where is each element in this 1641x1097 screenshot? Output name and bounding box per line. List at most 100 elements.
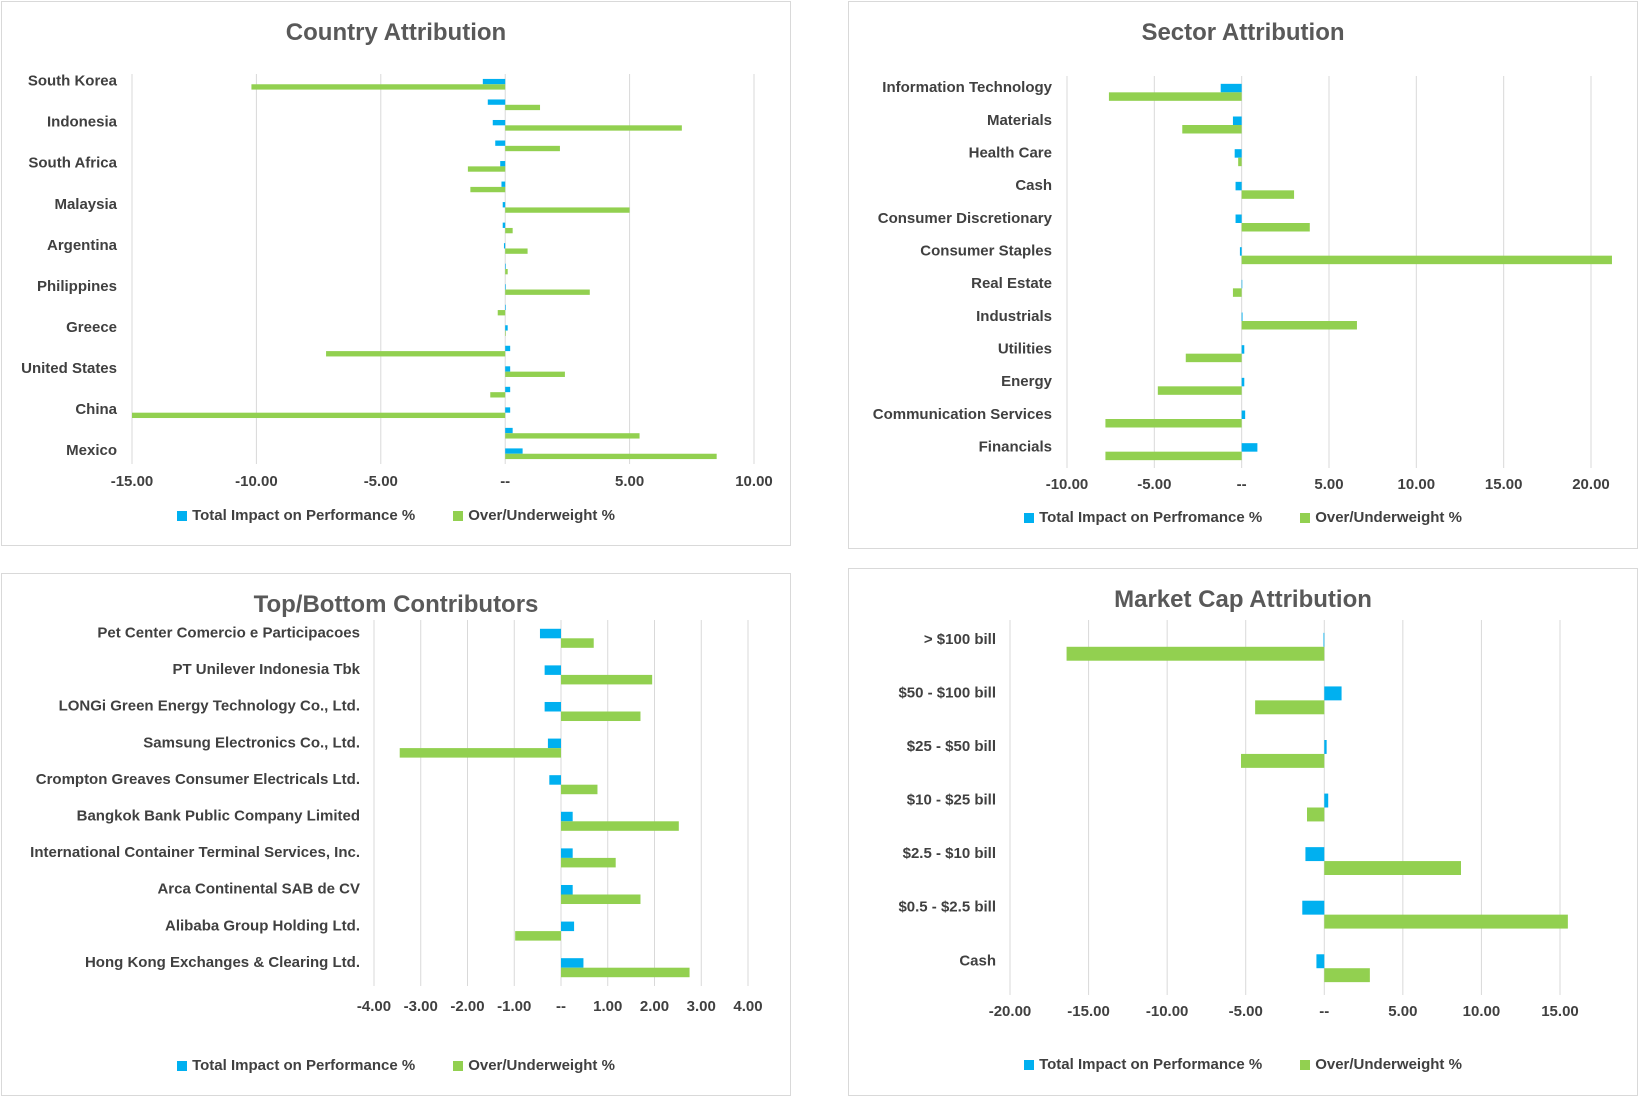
chart-legend: Total Impact on Performance % Over/Under… [2,507,790,524]
category-label: $50 - $100 bill [898,684,996,701]
bar-weight [497,310,506,316]
bar-impact [544,701,561,712]
chart-title: Market Cap Attribution [1114,586,1372,613]
bar-weight [505,453,717,460]
category-label: Materials [987,112,1052,129]
bar-weight [1108,92,1242,101]
x-tick-label: -- [1319,1003,1329,1020]
bar-impact [1302,900,1325,915]
bar-impact [547,738,561,749]
legend-item-impact: Total Impact on Performance % [1024,1056,1262,1073]
legend-label-impact: Total Impact on Perfromance % [1039,509,1263,526]
chart-title: Country Attribution [285,19,507,46]
x-tick-label: 10.00 [1398,476,1436,493]
bar-weight [505,269,508,275]
bar-weight [1105,419,1242,428]
x-tick-label: 20.00 [1572,476,1610,493]
bar-impact [561,921,575,932]
bar-impact [505,427,513,434]
x-tick-label: -1.00 [497,998,531,1015]
bar-impact [505,366,511,372]
bar-impact [505,325,508,331]
x-tick-label: -15.00 [1067,1003,1110,1020]
category-label: $2.5 - $10 bill [903,845,996,862]
legend-swatch-weight [453,510,464,521]
bar-impact [1232,116,1242,125]
category-label: Argentina [47,237,118,254]
bar-impact [1241,279,1243,289]
bar-impact [495,140,506,146]
x-tick-label: -5.00 [364,473,398,490]
bar-weight [505,330,506,336]
category-label: $25 - $50 bill [907,738,996,755]
category-label: China [75,401,117,418]
bar-impact [500,161,506,167]
market-cap-attribution-chart: Market Cap Attribution -20.00 -15.00 -10.0… [848,568,1638,1096]
bar-impact [482,78,506,85]
legend-item-impact: Total Impact on Performance % [177,1057,415,1074]
market-cap-attribution-plot: -20.00 -15.00 -10.00 -5.00 -- 5.00 10.00 15.00 >… [898,620,1579,1020]
category-label: International Container Terminal Service… [30,844,360,861]
bar-weight [1157,386,1242,395]
category-label: Real Estate [971,275,1052,292]
category-label: Information Technology [882,79,1052,96]
bar-impact [492,119,506,126]
sector-attribution-plot: -10.00 -5.00 -- 5.00 10.00 15.00 20.00 Informat… [873,76,1612,493]
bar-impact [561,958,584,968]
bar-weight [561,638,594,648]
category-label: Mexico [66,442,117,459]
bar-impact [544,665,561,675]
bar-impact [1239,247,1242,256]
country-attribution-plot: -15.00 -10.00 -5.00 -- 5.00 10.00 South Korea I… [21,73,773,490]
legend-label-weight: Over/Underweight % [468,1057,615,1074]
bar-impact [505,386,511,393]
bar-weight [1066,646,1325,661]
top-bottom-contributors-plot: -4.00 -3.00 -2.00 -1.00 -- 1.00 2.00 3.00 4.00 Pe… [30,620,763,1015]
legend-item-impact: Total Impact on Performance % [177,507,415,524]
bar-weight [505,207,630,213]
chart-title: Sector Attribution [1141,19,1345,46]
legend-swatch-impact [1024,512,1035,523]
legend-label-weight: Over/Underweight % [1315,509,1462,526]
bar-weight [505,289,590,295]
x-tick-label: -5.00 [1229,1003,1263,1020]
x-tick-label: 3.00 [687,998,716,1015]
legend-label-weight: Over/Underweight % [1315,1056,1462,1073]
category-label: Hong Kong Exchanges & Clearing Ltd. [85,954,360,971]
bar-weight [505,104,541,111]
bar-impact [502,222,506,228]
bar-weight [505,248,528,254]
bar-weight [399,748,561,758]
bar-impact [505,263,506,269]
country-attribution-chart: Country Attribution -15.00 -10.00 -5.00 -- 5… [1,1,791,546]
category-label: Samsung Electronics Co., Ltd. [143,734,360,751]
legend-label-weight: Over/Underweight % [468,507,615,524]
category-label: Philippines [37,278,117,295]
x-tick-label: -10.00 [1146,1003,1189,1020]
bar-impact [1234,149,1242,158]
x-tick-label: 15.00 [1485,476,1523,493]
bar-impact [1241,345,1245,354]
bar-impact [1323,632,1325,647]
bar-impact [1324,793,1329,808]
category-label: Utilities [998,340,1052,357]
bar-impact [1220,83,1242,93]
x-tick-label: 10.00 [1463,1003,1501,1020]
category-label: LONGi Green Energy Technology Co., Ltd. [59,698,360,715]
bar-impact [561,811,573,822]
legend-item-weight: Over/Underweight % [1300,1056,1462,1073]
x-tick-label: 15.00 [1541,1003,1579,1020]
chart-legend: Total Impact on Performance % Over/Under… [849,1056,1637,1073]
category-label: $10 - $25 bill [907,792,996,809]
bar-weight [561,674,653,685]
bar-impact [505,284,506,290]
x-tick-label: 5.00 [615,473,644,490]
bar-impact [1241,410,1246,419]
bar-impact [487,99,506,105]
bar-weight [505,371,565,377]
bar-impact [1241,443,1258,452]
bar-weight [1182,125,1242,134]
category-label: Alibaba Group Holding Ltd. [165,917,360,934]
bar-weight [467,166,506,172]
bar-weight [561,967,690,978]
